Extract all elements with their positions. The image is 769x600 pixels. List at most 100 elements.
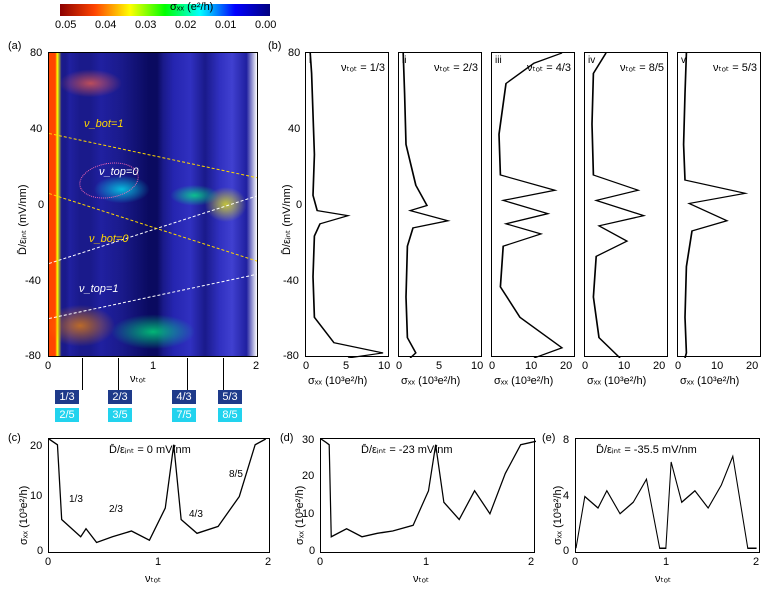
xtick-biv: 10 <box>618 360 630 372</box>
panel-b-iv: iv νₜₒₜ = 8/5 <box>584 52 668 357</box>
trace-bv <box>678 53 762 358</box>
xtick-bi: 0 <box>303 360 309 372</box>
ytick-a: 80 <box>30 47 42 59</box>
xlab-biv: σₓₓ (10³e²/h) <box>587 375 646 387</box>
xtick-biii: 10 <box>525 360 537 372</box>
xtick-bv: 10 <box>711 360 723 372</box>
ytick-c: 10 <box>30 490 42 502</box>
cb-tick: 0.01 <box>215 19 236 31</box>
badge-line <box>187 358 188 390</box>
xlab-biii: σₓₓ (10³e²/h) <box>494 375 553 387</box>
xtick-bi: 5 <box>343 360 349 372</box>
panel-a-heatmap: ν_bot=1 ν_top=0 ν_bot=0 ν_top=1 <box>48 52 258 357</box>
cb-tick: 0.02 <box>175 19 196 31</box>
xtick-a: 2 <box>253 360 259 372</box>
xtick-bv: 20 <box>746 360 758 372</box>
xtick-a: 0 <box>45 360 51 372</box>
xtick-bv: 0 <box>675 360 681 372</box>
badge-line <box>223 358 224 390</box>
badge-dark: 4/3 <box>172 390 196 404</box>
annot-vbot0: ν_bot=0 <box>89 233 128 245</box>
ytick-b: -80 <box>283 350 299 362</box>
ytick-a: 40 <box>30 123 42 135</box>
xtick-a: 1 <box>150 360 156 372</box>
panel-e-label: (e) <box>542 432 555 444</box>
xtick-bii: 0 <box>396 360 402 372</box>
xtick-e: 0 <box>572 556 578 568</box>
xlab-bi: σₓₓ (10³e²/h) <box>308 375 367 387</box>
badge-dark: 2/3 <box>108 390 132 404</box>
badge-dark: 1/3 <box>55 390 79 404</box>
xtick-bii: 5 <box>436 360 442 372</box>
xtick-e: 1 <box>663 556 669 568</box>
panel-b-ylabel: D̄/εᵢₙₜ (mV/nm) <box>280 185 293 255</box>
xtick-c: 2 <box>265 556 271 568</box>
xtick-biii: 20 <box>560 360 572 372</box>
ytick-d: 0 <box>309 545 315 557</box>
ytick-e: 4 <box>563 490 569 502</box>
ytick-d: 10 <box>302 508 314 520</box>
annot-vbot1: ν_bot=1 <box>84 118 123 130</box>
badge-cyan: 8/5 <box>218 408 242 422</box>
badge-cyan: 2/5 <box>55 408 79 422</box>
cb-tick: 0.04 <box>95 19 116 31</box>
badge-line <box>118 358 119 390</box>
badge-cyan: 3/5 <box>108 408 132 422</box>
xtick-biv: 20 <box>653 360 665 372</box>
annot-c13: 1/3 <box>69 494 83 505</box>
panel-b-v: v νₜₒₜ = 5/3 <box>677 52 761 357</box>
panel-c-label: (c) <box>8 432 21 444</box>
xtick-bi: 10 <box>378 360 390 372</box>
panel-b-label: (b) <box>268 40 281 52</box>
trace-e <box>576 439 761 554</box>
panel-c-xlabel: νₜₒₜ <box>145 572 161 585</box>
trace-bi <box>306 53 390 358</box>
panel-c-chart: D̄/εᵢₙₜ = 0 mV/nm 1/3 2/3 4/3 8/5 <box>48 438 270 553</box>
annot-c23: 2/3 <box>109 504 123 515</box>
annot-c85: 8/5 <box>229 469 243 480</box>
xlab-bii: σₓₓ (10³e²/h) <box>401 375 460 387</box>
ytick-c: 0 <box>37 545 43 557</box>
trace-d <box>321 439 536 554</box>
cb-tick: 0.03 <box>135 19 156 31</box>
badge-cyan: 7/5 <box>172 408 196 422</box>
ytick-b: -40 <box>283 275 299 287</box>
colorbar-title: σₓₓ (e²/h) <box>170 1 290 13</box>
ytick-c: 20 <box>30 440 42 452</box>
ytick-d: 20 <box>302 470 314 482</box>
ytick-b: 40 <box>288 123 300 135</box>
panel-a-ylabel: D̄/εᵢₙₜ (mV/nm) <box>16 185 29 255</box>
xtick-c: 0 <box>45 556 51 568</box>
xtick-bii: 10 <box>471 360 483 372</box>
annot-vtop0: ν_top=0 <box>99 166 138 178</box>
panel-e-chart: D̄/εᵢₙₜ = -35.5 mV/nm <box>575 438 760 553</box>
annot-c43: 4/3 <box>189 509 203 520</box>
trace-bii <box>399 53 483 358</box>
trace-biv <box>585 53 669 358</box>
trace-biii <box>492 53 576 358</box>
ytick-b: 0 <box>296 199 302 211</box>
panel-e-xlabel: νₜₒₜ <box>655 572 671 585</box>
panel-d-label: (d) <box>280 432 293 444</box>
panel-d-xlabel: νₜₒₜ <box>413 572 429 585</box>
xtick-biv: 0 <box>582 360 588 372</box>
ytick-d: 30 <box>302 434 314 446</box>
panel-b-iii: iii νₜₒₜ = 4/3 <box>491 52 575 357</box>
panel-d-chart: D̄/εᵢₙₜ = -23 mV/nm <box>320 438 535 553</box>
panel-b-i: i νₜₒₜ = 1/3 <box>305 52 389 357</box>
panel-a-label: (a) <box>8 40 21 52</box>
ytick-b: 80 <box>288 47 300 59</box>
cb-tick: 0.05 <box>55 19 76 31</box>
xlab-bv: σₓₓ (10³e²/h) <box>680 375 739 387</box>
badge-dark: 5/3 <box>218 390 242 404</box>
cb-tick: 0.00 <box>255 19 276 31</box>
ytick-e: 0 <box>563 545 569 557</box>
panel-b-ii: ii νₜₒₜ = 2/3 <box>398 52 482 357</box>
xtick-biii: 0 <box>489 360 495 372</box>
xtick-e: 2 <box>753 556 759 568</box>
xtick-c: 1 <box>155 556 161 568</box>
panel-a-xlabel: νₜₒₜ <box>130 372 146 385</box>
xtick-d: 1 <box>423 556 429 568</box>
ytick-a: -40 <box>25 275 41 287</box>
xtick-d: 0 <box>317 556 323 568</box>
